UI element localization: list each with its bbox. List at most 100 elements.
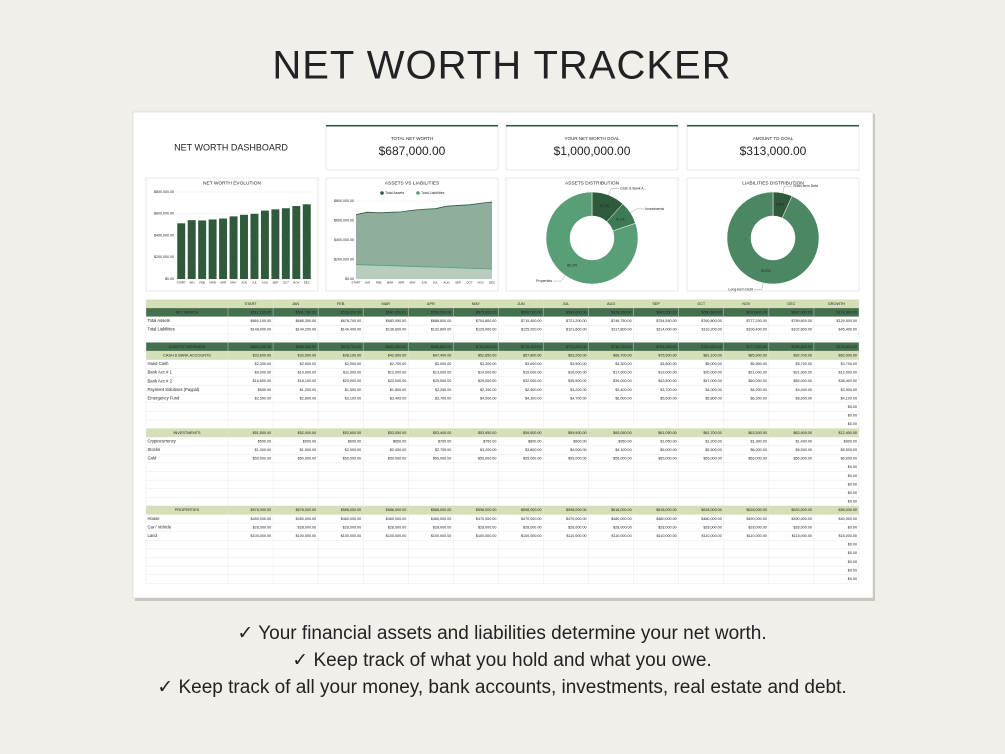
cell: $2,500.00 — [300, 362, 316, 366]
cell: $28,000.00 — [658, 525, 676, 529]
cell: $57,800.00 — [523, 353, 541, 357]
cell: $1,800.00 — [390, 388, 406, 392]
section-label: PROPERTIES — [175, 508, 200, 512]
cell: $55,000.00 — [658, 457, 676, 461]
section-label: INVESTMENTS — [173, 431, 200, 435]
cell: $0.00 — [848, 482, 857, 486]
row-label: House — [148, 516, 161, 521]
leader-line — [608, 188, 620, 196]
cell: $660,100.00 — [251, 319, 272, 323]
y-tick-label: $0.00 — [345, 277, 354, 281]
cell: $4,200.00 — [750, 388, 766, 392]
cell: $110,000.00 — [747, 534, 767, 538]
cell: $0.00 — [848, 551, 857, 555]
cell: $0.00 — [848, 560, 857, 564]
cell: $38,400.00 — [839, 379, 857, 383]
cell: $480,000.00 — [611, 517, 632, 521]
column-header: MAR — [382, 302, 391, 306]
x-tick-label: JAN — [189, 280, 194, 284]
cell: $6,000.00 — [750, 448, 766, 452]
cell: $683,950.00 — [386, 345, 407, 349]
cell: $721,200.00 — [566, 345, 587, 349]
column-header: APR — [427, 302, 435, 306]
cell: $3,400.00 — [390, 396, 406, 400]
cell: $800.00 — [528, 439, 541, 443]
kpi-card — [325, 124, 499, 171]
cell: $598,000.00 — [476, 508, 497, 512]
cell: $28,000.00 — [433, 525, 451, 529]
cell: $2,000.00 — [345, 362, 361, 366]
cell: $685,350.00 — [296, 319, 317, 323]
legend-swatch — [380, 191, 384, 195]
cell: $13,000.00 — [433, 371, 451, 375]
cell: $144,200.00 — [296, 328, 317, 332]
column-header: NOV — [742, 302, 751, 306]
cell: $700.00 — [438, 439, 451, 443]
cell: $39,000.00 — [613, 379, 631, 383]
cell: $55,000.00 — [568, 457, 586, 461]
cell: $28,000.00 — [523, 525, 541, 529]
cell: $500.00 — [258, 388, 271, 392]
cell: $2,900.00 — [525, 388, 541, 392]
y-tick-label: $400,000.00 — [154, 233, 174, 237]
section-label: NET WORTH — [176, 310, 199, 314]
row-label: Bank Acc # 1 — [148, 370, 173, 375]
cell: $14,000.00 — [478, 371, 496, 375]
cell: $1,000.00 — [255, 448, 271, 452]
column-header: AUG — [607, 302, 615, 306]
cell: $450,000.00 — [296, 517, 317, 521]
y-tick-label: $400,000.00 — [334, 238, 354, 242]
cell: $5,500.00 — [841, 448, 857, 452]
x-tick-label: APR — [220, 280, 226, 284]
cell: $100,000.00 — [296, 534, 317, 538]
cell: $950.00 — [618, 439, 631, 443]
slice-name: Properties — [536, 279, 552, 283]
cell: $2,000.00 — [255, 362, 271, 366]
column-header: START — [244, 302, 257, 306]
x-tick-label: APR — [398, 280, 404, 284]
cell: $52,600.00 — [343, 431, 361, 435]
cell: $32,000.00 — [523, 379, 541, 383]
cell: $5,500.00 — [660, 396, 676, 400]
cell: $55,000.00 — [839, 508, 857, 512]
cell: $470,000.00 — [566, 517, 587, 521]
cell: $15,000.00 — [523, 371, 541, 375]
cell: $683,950.00 — [386, 319, 407, 323]
cell: $129,000.00 — [476, 328, 497, 332]
cell: $61,700.00 — [703, 431, 721, 435]
cell: $33,600.00 — [253, 353, 271, 357]
cell: $541,150.00 — [296, 310, 317, 314]
cell: $0.00 — [848, 543, 857, 547]
row-band — [146, 351, 859, 360]
cell: $715,400.00 — [521, 319, 542, 323]
kpi-label: AMOUNT TO GOAL — [753, 136, 794, 141]
cell: $129,500.00 — [836, 345, 857, 349]
cell: $760,800.00 — [701, 319, 722, 323]
cell: $628,950.00 — [611, 310, 632, 314]
cell: $3,600.00 — [525, 362, 541, 366]
bar — [250, 213, 259, 279]
slice-name: Investments — [645, 207, 664, 211]
cell: $20,000.00 — [343, 379, 361, 383]
cell: $618,000.00 — [701, 508, 722, 512]
cell: $687,000.00 — [791, 310, 812, 314]
cell: $50,000.00 — [253, 457, 271, 461]
cell: $100,000.00 — [386, 534, 407, 538]
cell: $6,200.00 — [750, 396, 766, 400]
cell: $28,000.00 — [343, 525, 361, 529]
x-tick-label: OCT — [283, 280, 289, 284]
cell: $4,300.00 — [525, 396, 541, 400]
cell: $42,900.00 — [388, 353, 406, 357]
row-label: Payment Solutions (Paypal) — [148, 387, 200, 392]
cell: $754,550.00 — [656, 345, 677, 349]
y-tick-label: $600,000.00 — [154, 212, 174, 216]
cell: $35,500.00 — [568, 379, 586, 383]
cell: $11,000.00 — [343, 371, 361, 375]
cell: $618,000.00 — [656, 508, 677, 512]
cell: $598,000.00 — [566, 508, 587, 512]
bar — [292, 206, 301, 279]
x-tick-label: MAY — [410, 280, 416, 284]
cell: $28,000.00 — [253, 525, 271, 529]
cell: $746,750.00 — [611, 319, 632, 323]
cell: $20,000.00 — [703, 371, 721, 375]
